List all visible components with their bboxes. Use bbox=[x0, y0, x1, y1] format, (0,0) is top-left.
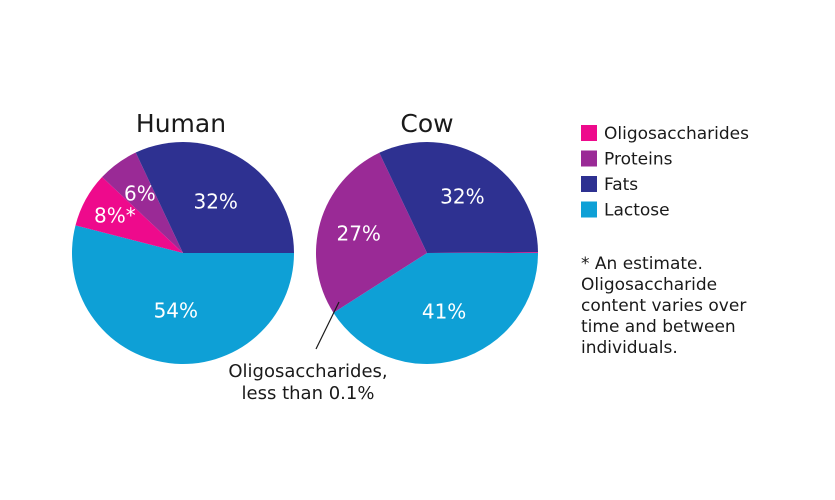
legend-swatch-proteins bbox=[581, 150, 597, 167]
legend-label-lactose: Lactose bbox=[604, 201, 670, 221]
callout-line-1: Oligosaccharides, bbox=[228, 361, 387, 382]
cow-slice-proteins bbox=[315, 152, 427, 313]
human-slice-lactose bbox=[72, 225, 294, 365]
footnote-line-4: time and between bbox=[581, 317, 736, 337]
legend-swatch-lactose bbox=[581, 201, 597, 218]
legend-label-oligosaccharides: Oligosaccharides bbox=[604, 124, 749, 144]
oligosaccharides-callout-line bbox=[315, 301, 340, 350]
footnote: * An estimate. Oligosaccharide content v… bbox=[581, 254, 746, 358]
human-label-lactose: 54% bbox=[154, 298, 198, 322]
legend-swatch-oligosaccharides bbox=[581, 125, 597, 141]
legend-label-fats: Fats bbox=[604, 175, 638, 195]
human-pie: 54% 8%*6% 32% bbox=[72, 141, 294, 365]
cow-pie: 41% 27% 32% bbox=[315, 142, 539, 365]
cow-slice-oligosaccharides bbox=[427, 252, 539, 253]
human-slice-fats bbox=[135, 141, 294, 253]
human-label-fats: 32% bbox=[193, 190, 237, 214]
cow-slice-lactose bbox=[333, 253, 538, 365]
cow-slice-fats bbox=[379, 142, 538, 253]
human-label-proteins: 6% bbox=[124, 182, 156, 206]
footnote-line-1: * An estimate. bbox=[581, 254, 703, 274]
human-pie-title: Human bbox=[136, 109, 226, 138]
cow-pie-title: Cow bbox=[400, 109, 453, 138]
footnote-line-5: individuals. bbox=[581, 338, 678, 358]
footnote-line-2: Oligosaccharide bbox=[581, 275, 717, 295]
legend-swatch-fats bbox=[581, 176, 597, 192]
human-slice-proteins bbox=[102, 152, 183, 253]
legend-label-proteins: Proteins bbox=[604, 150, 673, 170]
cow-label-lactose: 41% bbox=[422, 300, 466, 324]
callout-line-2: less than 0.1% bbox=[242, 383, 375, 404]
cow-label-fats: 32% bbox=[440, 185, 484, 209]
footnote-line-3: content varies over bbox=[581, 296, 746, 316]
human-label-oligosaccharides: 8%* bbox=[94, 204, 136, 228]
human-slice-oligosaccharides bbox=[75, 177, 183, 253]
cow-label-proteins: 27% bbox=[336, 221, 380, 245]
legend: Oligosaccharides Proteins Fats Lactose bbox=[581, 124, 749, 221]
